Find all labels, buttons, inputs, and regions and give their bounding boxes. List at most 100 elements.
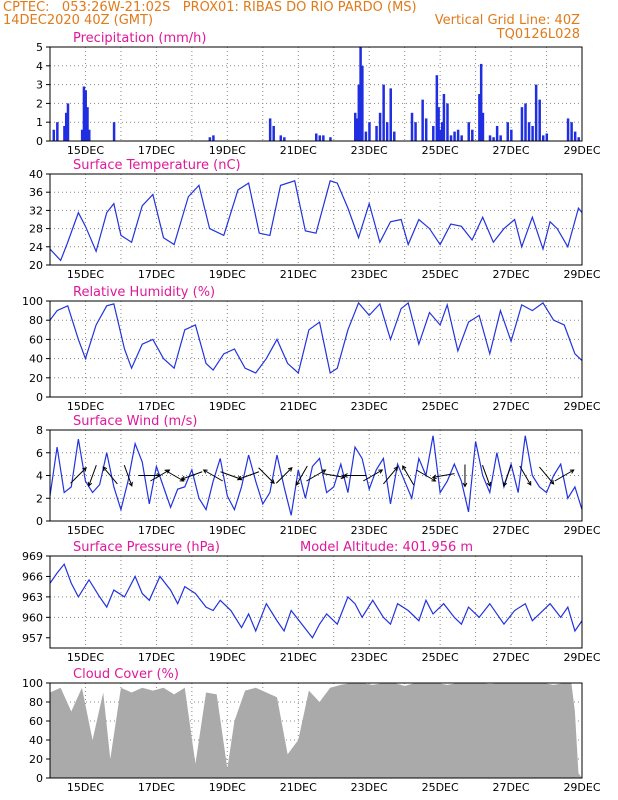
temp-ytick-label: 36 bbox=[29, 186, 43, 199]
pres-frame bbox=[49, 555, 583, 649]
wind-xtick-label: 17DEC bbox=[138, 524, 175, 537]
precip-xtick-label: 15DEC bbox=[67, 144, 104, 157]
wind-arrow-shaft bbox=[295, 465, 308, 486]
wind-arrow-head bbox=[393, 466, 399, 472]
wind-arrow bbox=[482, 464, 492, 487]
precip-bar bbox=[541, 135, 545, 141]
wind-arrow-shaft bbox=[150, 469, 170, 482]
precip-ytick-label: 2 bbox=[36, 97, 43, 110]
pres-ytick-label: 969 bbox=[22, 550, 43, 563]
cloud-xtick-label: 27DEC bbox=[493, 781, 530, 794]
precip-bar bbox=[410, 112, 414, 141]
precip-bar bbox=[437, 107, 440, 141]
rh-ytick-label: 60 bbox=[29, 333, 43, 346]
temp-xtick-label: 19DEC bbox=[209, 268, 246, 281]
precip-bar bbox=[272, 125, 275, 141]
wind-arrow-shaft bbox=[203, 469, 223, 482]
cloud-panel: Cloud Cover (%) 0 20 40 60 80 100 15DEC 17DEC 19D… bbox=[22, 667, 601, 794]
header-grid-line-note: Vertical Grid Line: 40Z bbox=[434, 13, 580, 28]
precip-bar bbox=[449, 135, 453, 141]
wind-arrow-head bbox=[202, 469, 208, 474]
precip-bar bbox=[527, 122, 531, 141]
rh-ytick-label: 20 bbox=[29, 372, 43, 385]
precip-bar bbox=[361, 65, 364, 141]
pres-series-line bbox=[49, 562, 583, 639]
wind-arrow-shaft bbox=[432, 473, 455, 478]
wind-arrow-head bbox=[342, 473, 348, 478]
precip-bar bbox=[471, 129, 474, 141]
wind-series-line bbox=[49, 435, 583, 516]
wind-arrow-shaft bbox=[102, 466, 118, 485]
precip-bar bbox=[442, 94, 446, 141]
wind-arrow-shaft bbox=[275, 467, 293, 484]
precip-bar bbox=[524, 103, 527, 141]
wind-xtick-label: 27DEC bbox=[493, 524, 530, 537]
wind-arrow-head bbox=[378, 469, 384, 474]
wind-arrow-head bbox=[402, 465, 407, 470]
rh-xtick-label: 25DEC bbox=[422, 400, 459, 413]
precip-xtick-label: 21DEC bbox=[280, 144, 317, 157]
wind-arrow-shaft bbox=[181, 471, 203, 480]
wind-title: Surface Wind (m/s) bbox=[73, 414, 197, 429]
precip-bar bbox=[56, 122, 59, 141]
pres-ytick-label: 963 bbox=[22, 591, 43, 604]
rh-ytick-label: 40 bbox=[29, 353, 43, 366]
header-model-id: TQ0126L028 bbox=[496, 27, 580, 42]
pres-xtick-label: 25DEC bbox=[422, 651, 459, 664]
precip-bar bbox=[566, 118, 570, 141]
pres-xtick-label: 27DEC bbox=[493, 651, 530, 664]
pres-ytick-label: 957 bbox=[22, 632, 43, 645]
pres-ytick-label: 966 bbox=[22, 570, 43, 583]
pres-ytick-label: 960 bbox=[22, 611, 43, 624]
precip-bar bbox=[63, 125, 66, 141]
cloud-ytick-label: 80 bbox=[29, 696, 43, 709]
precip-bar bbox=[460, 135, 463, 141]
pres-xtick-label: 21DEC bbox=[280, 651, 317, 664]
precip-xtick-label: 23DEC bbox=[351, 144, 388, 157]
temp-xtick-label: 27DEC bbox=[493, 268, 530, 281]
precip-bar bbox=[488, 135, 492, 141]
precip-bar bbox=[479, 63, 483, 141]
header-date: 14DEC2020 40Z (GMT) bbox=[3, 13, 154, 28]
wind-arrow-shaft bbox=[503, 464, 512, 487]
cloud-title: Cloud Cover (%) bbox=[73, 667, 179, 682]
precip-bar bbox=[86, 107, 89, 141]
wind-ytick-label: 4 bbox=[36, 470, 43, 483]
precip-bar bbox=[389, 88, 392, 141]
wind-arrow-head bbox=[128, 481, 133, 487]
wind-arrow bbox=[322, 473, 346, 480]
cloud-xtick-label: 25DEC bbox=[422, 781, 459, 794]
precip-bar bbox=[385, 122, 389, 141]
wind-arrow-shaft bbox=[258, 467, 275, 484]
wind-arrow bbox=[554, 469, 575, 482]
wind-arrow bbox=[295, 465, 308, 486]
wind-arrow bbox=[402, 465, 415, 486]
rh-title: Relative Humidity (%) bbox=[73, 285, 215, 300]
temp-series-line bbox=[49, 180, 583, 262]
wind-arrow-shaft bbox=[88, 464, 97, 487]
wind-ytick-label: 2 bbox=[36, 492, 43, 505]
wind-arrow bbox=[431, 473, 455, 480]
pres-panel: Surface Pressure (hPa) Model Altitude: 40… bbox=[22, 540, 601, 664]
precip-panel: Precipitation (mm/h) 0 1 2 3 4 5 15DEC 17DEC 19DE… bbox=[36, 31, 601, 157]
precip-xtick-label: 19DEC bbox=[209, 144, 246, 157]
wind-arrow bbox=[202, 469, 223, 482]
precip-ytick-label: 0 bbox=[36, 135, 43, 148]
wind-arrow-shaft bbox=[123, 464, 133, 487]
wind-arrow bbox=[237, 471, 260, 481]
precip-xtick-label: 25DEC bbox=[422, 144, 459, 157]
pres-xtick-label: 19DEC bbox=[209, 651, 246, 664]
wind-arrow-shaft bbox=[238, 471, 260, 480]
precip-bar bbox=[432, 125, 435, 141]
cloud-xtick-label: 15DEC bbox=[67, 781, 104, 794]
precip-xtick-label: 29DEC bbox=[563, 144, 600, 157]
precip-bar bbox=[84, 90, 87, 141]
rh-xtick-label: 19DEC bbox=[209, 400, 246, 413]
wind-arrow-shaft bbox=[539, 466, 554, 485]
precip-bar bbox=[577, 137, 580, 141]
wind-arrow-head bbox=[486, 481, 492, 487]
precip-ytick-label: 5 bbox=[36, 41, 43, 54]
precip-bar bbox=[283, 137, 286, 141]
wind-arrow bbox=[102, 466, 118, 485]
